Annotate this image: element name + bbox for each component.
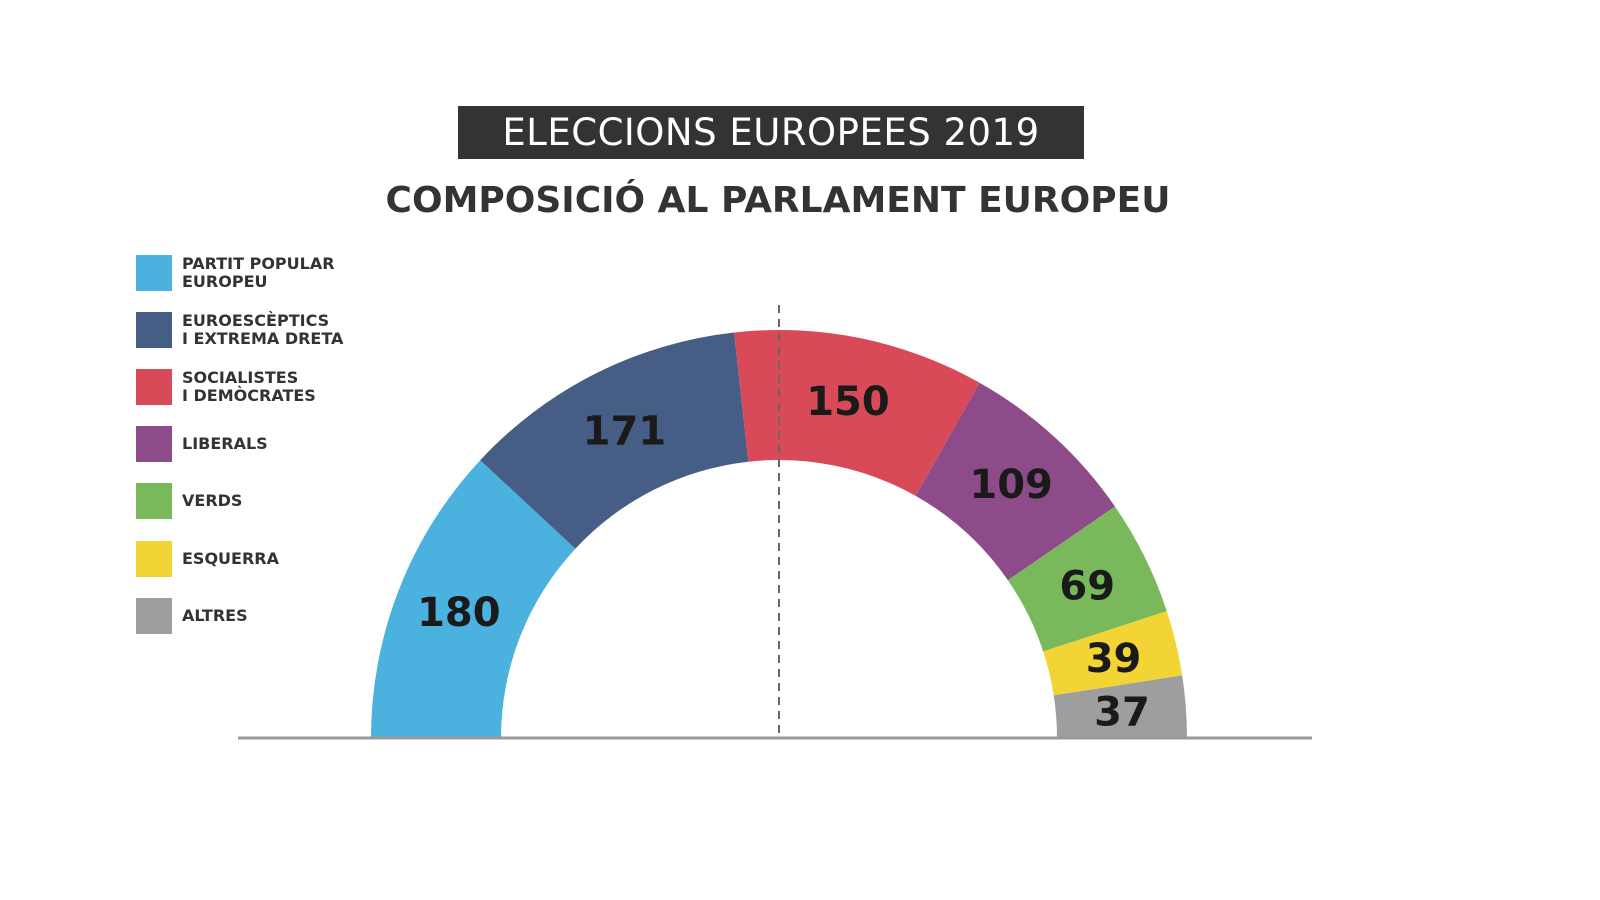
legend-label: EUROESCÈPTICS I EXTREMA DRETA <box>182 311 344 348</box>
segment <box>480 332 749 549</box>
data-label: 39 <box>1086 636 1142 682</box>
data-label: 180 <box>417 590 501 636</box>
legend-item: VERDS <box>136 483 382 519</box>
data-label: 150 <box>806 379 890 425</box>
data-label: 69 <box>1059 563 1115 609</box>
segment <box>371 460 576 738</box>
legend-label: PARTIT POPULAR EUROPEU <box>182 254 335 291</box>
data-label: 171 <box>583 409 667 455</box>
legend-swatch <box>136 312 172 348</box>
legend-item: LIBERALS <box>136 426 382 462</box>
legend-label: ESQUERRA <box>182 549 279 568</box>
segment <box>915 382 1115 581</box>
legend-swatch <box>136 483 172 519</box>
legend-item: SOCIALISTES I DEMÒCRATES <box>136 369 382 405</box>
legend-swatch <box>136 541 172 577</box>
legend-label: LIBERALS <box>182 434 268 453</box>
legend-item: ALTRES <box>136 598 382 634</box>
legend-swatch <box>136 598 172 634</box>
legend-label: SOCIALISTES I DEMÒCRATES <box>182 368 316 405</box>
legend-item: EUROESCÈPTICS I EXTREMA DRETA <box>136 312 382 348</box>
data-label: 109 <box>969 462 1053 508</box>
legend-swatch <box>136 255 172 291</box>
legend-item: ESQUERRA <box>136 541 382 577</box>
legend-swatch <box>136 369 172 405</box>
legend-label: ALTRES <box>182 606 248 625</box>
segment <box>734 330 980 496</box>
data-label: 37 <box>1094 690 1150 736</box>
segment <box>1007 506 1167 652</box>
legend-swatch <box>136 426 172 462</box>
legend-item: PARTIT POPULAR EUROPEU <box>136 255 382 291</box>
segment <box>1053 675 1187 738</box>
chart-title: ELECCIONS EUROPEES 2019 <box>458 106 1084 159</box>
segment <box>1043 611 1183 696</box>
legend-label: VERDS <box>182 491 243 510</box>
chart-subtitle: COMPOSICIÓ AL PARLAMENT EUROPEU <box>385 180 1171 221</box>
